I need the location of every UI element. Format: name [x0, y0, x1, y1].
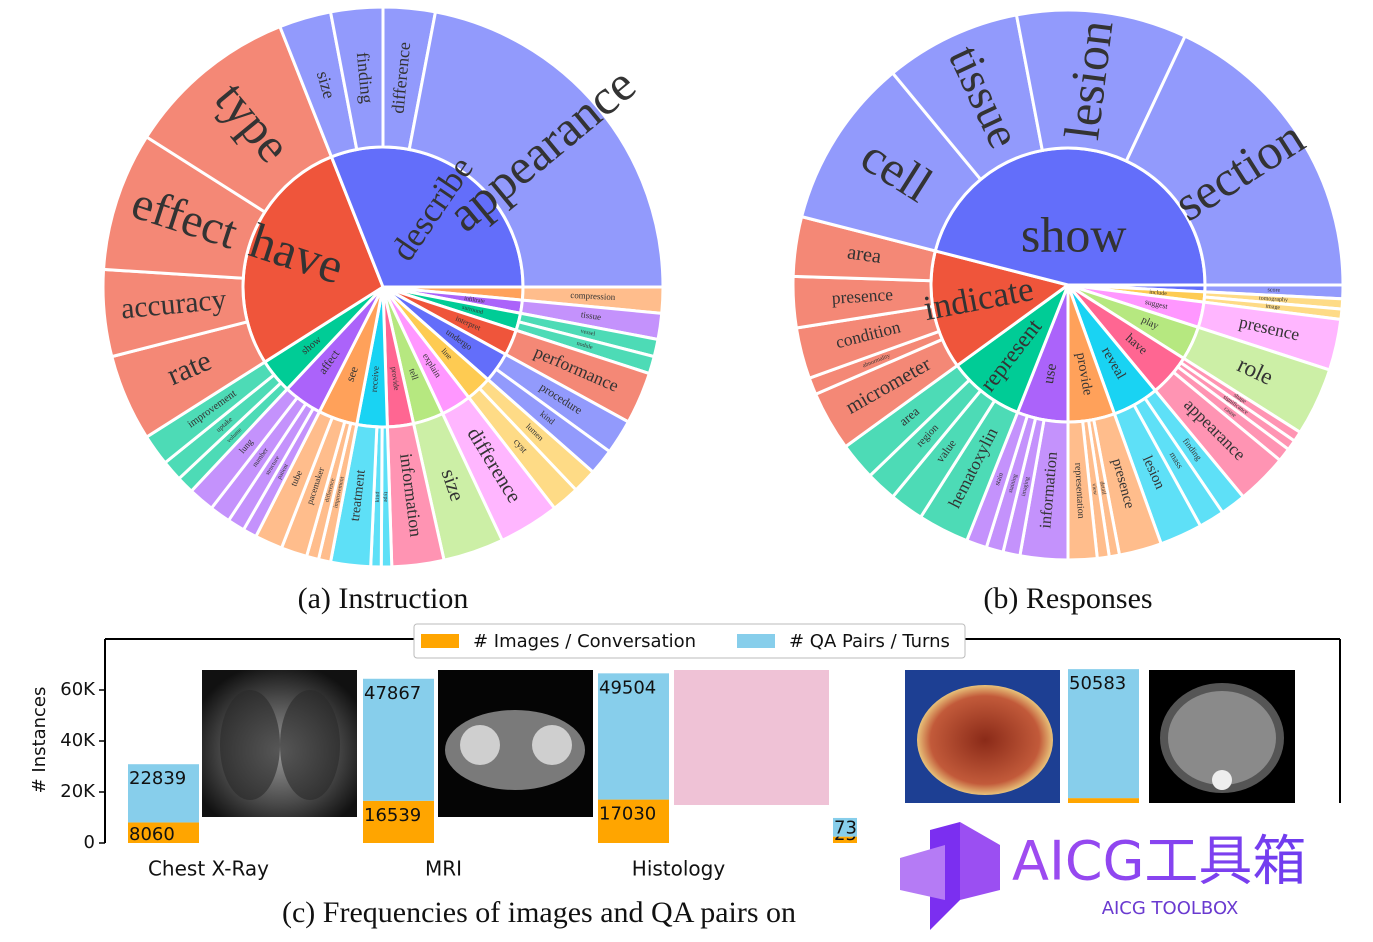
- legend-label: # QA Pairs / Turns: [789, 631, 950, 652]
- histology-image: [674, 670, 829, 805]
- image-detail: [460, 725, 500, 765]
- y-tick-label: 20K: [60, 781, 96, 802]
- inner-label: provide: [1073, 351, 1096, 396]
- y-axis-label: # Instances: [29, 687, 50, 794]
- outer-label: compression: [570, 290, 616, 302]
- outer-label: image: [1265, 304, 1281, 312]
- bar-segment: [598, 799, 669, 843]
- inner-label: provide: [389, 366, 401, 391]
- inner-label: show: [1021, 207, 1127, 263]
- x-tick-label: MRI: [425, 857, 462, 881]
- legend-label: # Images / Conversation: [473, 631, 696, 652]
- inner-label: use: [1040, 362, 1061, 385]
- outer-label: representation: [1072, 462, 1086, 519]
- outer-label: area: [846, 241, 883, 268]
- outer-label: kind: [375, 492, 381, 503]
- watermark-subtitle: AICG TOOLBOX: [1102, 898, 1239, 919]
- legend-swatch: [421, 634, 459, 648]
- image-detail: [532, 725, 572, 765]
- bar-segment: [598, 673, 669, 800]
- value-label: 50583: [1069, 673, 1126, 694]
- value-label: 16539: [364, 805, 421, 826]
- outer-label: view: [1090, 483, 1098, 496]
- inner-label: receive: [369, 366, 381, 393]
- bar-segment: [128, 764, 199, 823]
- bar-segment: [128, 822, 199, 843]
- value-label: 17030: [599, 804, 656, 825]
- watermark-title: AICG工具箱: [1012, 830, 1306, 893]
- bar-segment: [363, 678, 434, 801]
- outer-wedge: [407, 10, 665, 289]
- inner-label: tell: [407, 367, 420, 382]
- outer-label: vessel: [580, 329, 596, 338]
- outer-label: score: [1268, 287, 1281, 293]
- outer-label: staining: [1008, 474, 1019, 494]
- y-tick-label: 40K: [60, 730, 96, 751]
- inner-label: surround: [461, 305, 483, 316]
- outer-wedge: [1124, 34, 1345, 287]
- outer-label: nodule: [576, 341, 594, 351]
- outer-label: type: [382, 492, 388, 503]
- outer-label: treatment: [347, 469, 368, 522]
- sample-images: [202, 670, 1295, 817]
- inner-label: infiltrate: [464, 295, 486, 305]
- image-detail: [280, 690, 340, 800]
- outer-label: presence: [831, 284, 894, 308]
- y-tick-label: 0: [84, 832, 95, 853]
- value-label: 22839: [129, 768, 186, 789]
- image-detail: [1168, 691, 1276, 785]
- x-tick-label: Chest X-Ray: [148, 857, 269, 881]
- logo: [900, 845, 945, 900]
- inner-label: see: [343, 365, 361, 384]
- inner-label: include: [1149, 290, 1167, 298]
- bar-segment: [1068, 669, 1139, 799]
- bar-segment: [363, 800, 434, 843]
- value-label: 47867: [364, 683, 421, 704]
- legend-swatch: [737, 634, 775, 648]
- outer-label: tissue: [580, 309, 601, 322]
- value-label: 49504: [599, 677, 656, 698]
- legend-box: [413, 623, 966, 659]
- caption: (c) Frequencies of images and QA pairs o…: [282, 896, 796, 929]
- outer-label: finding: [353, 51, 378, 104]
- logo: [960, 822, 1000, 900]
- outer-label: imaging: [1021, 476, 1031, 496]
- charts: compression tissue infiltrate vessel nodule s…: [101, 5, 1345, 615]
- image-detail: [220, 690, 280, 800]
- caption: (b) Responses: [983, 582, 1152, 615]
- value-label: 8060: [129, 824, 175, 845]
- outer-label: tomography: [1259, 296, 1288, 304]
- outer-label: detail: [1098, 481, 1106, 495]
- image-detail: [1212, 770, 1232, 790]
- caption: (a) Instruction: [298, 582, 469, 615]
- watermark: AICG工具箱 AICG TOOLBOX: [857, 803, 1373, 942]
- y-tick-label: 60K: [60, 679, 96, 700]
- image-detail: [917, 685, 1053, 795]
- x-tick-label: Histology: [632, 857, 726, 881]
